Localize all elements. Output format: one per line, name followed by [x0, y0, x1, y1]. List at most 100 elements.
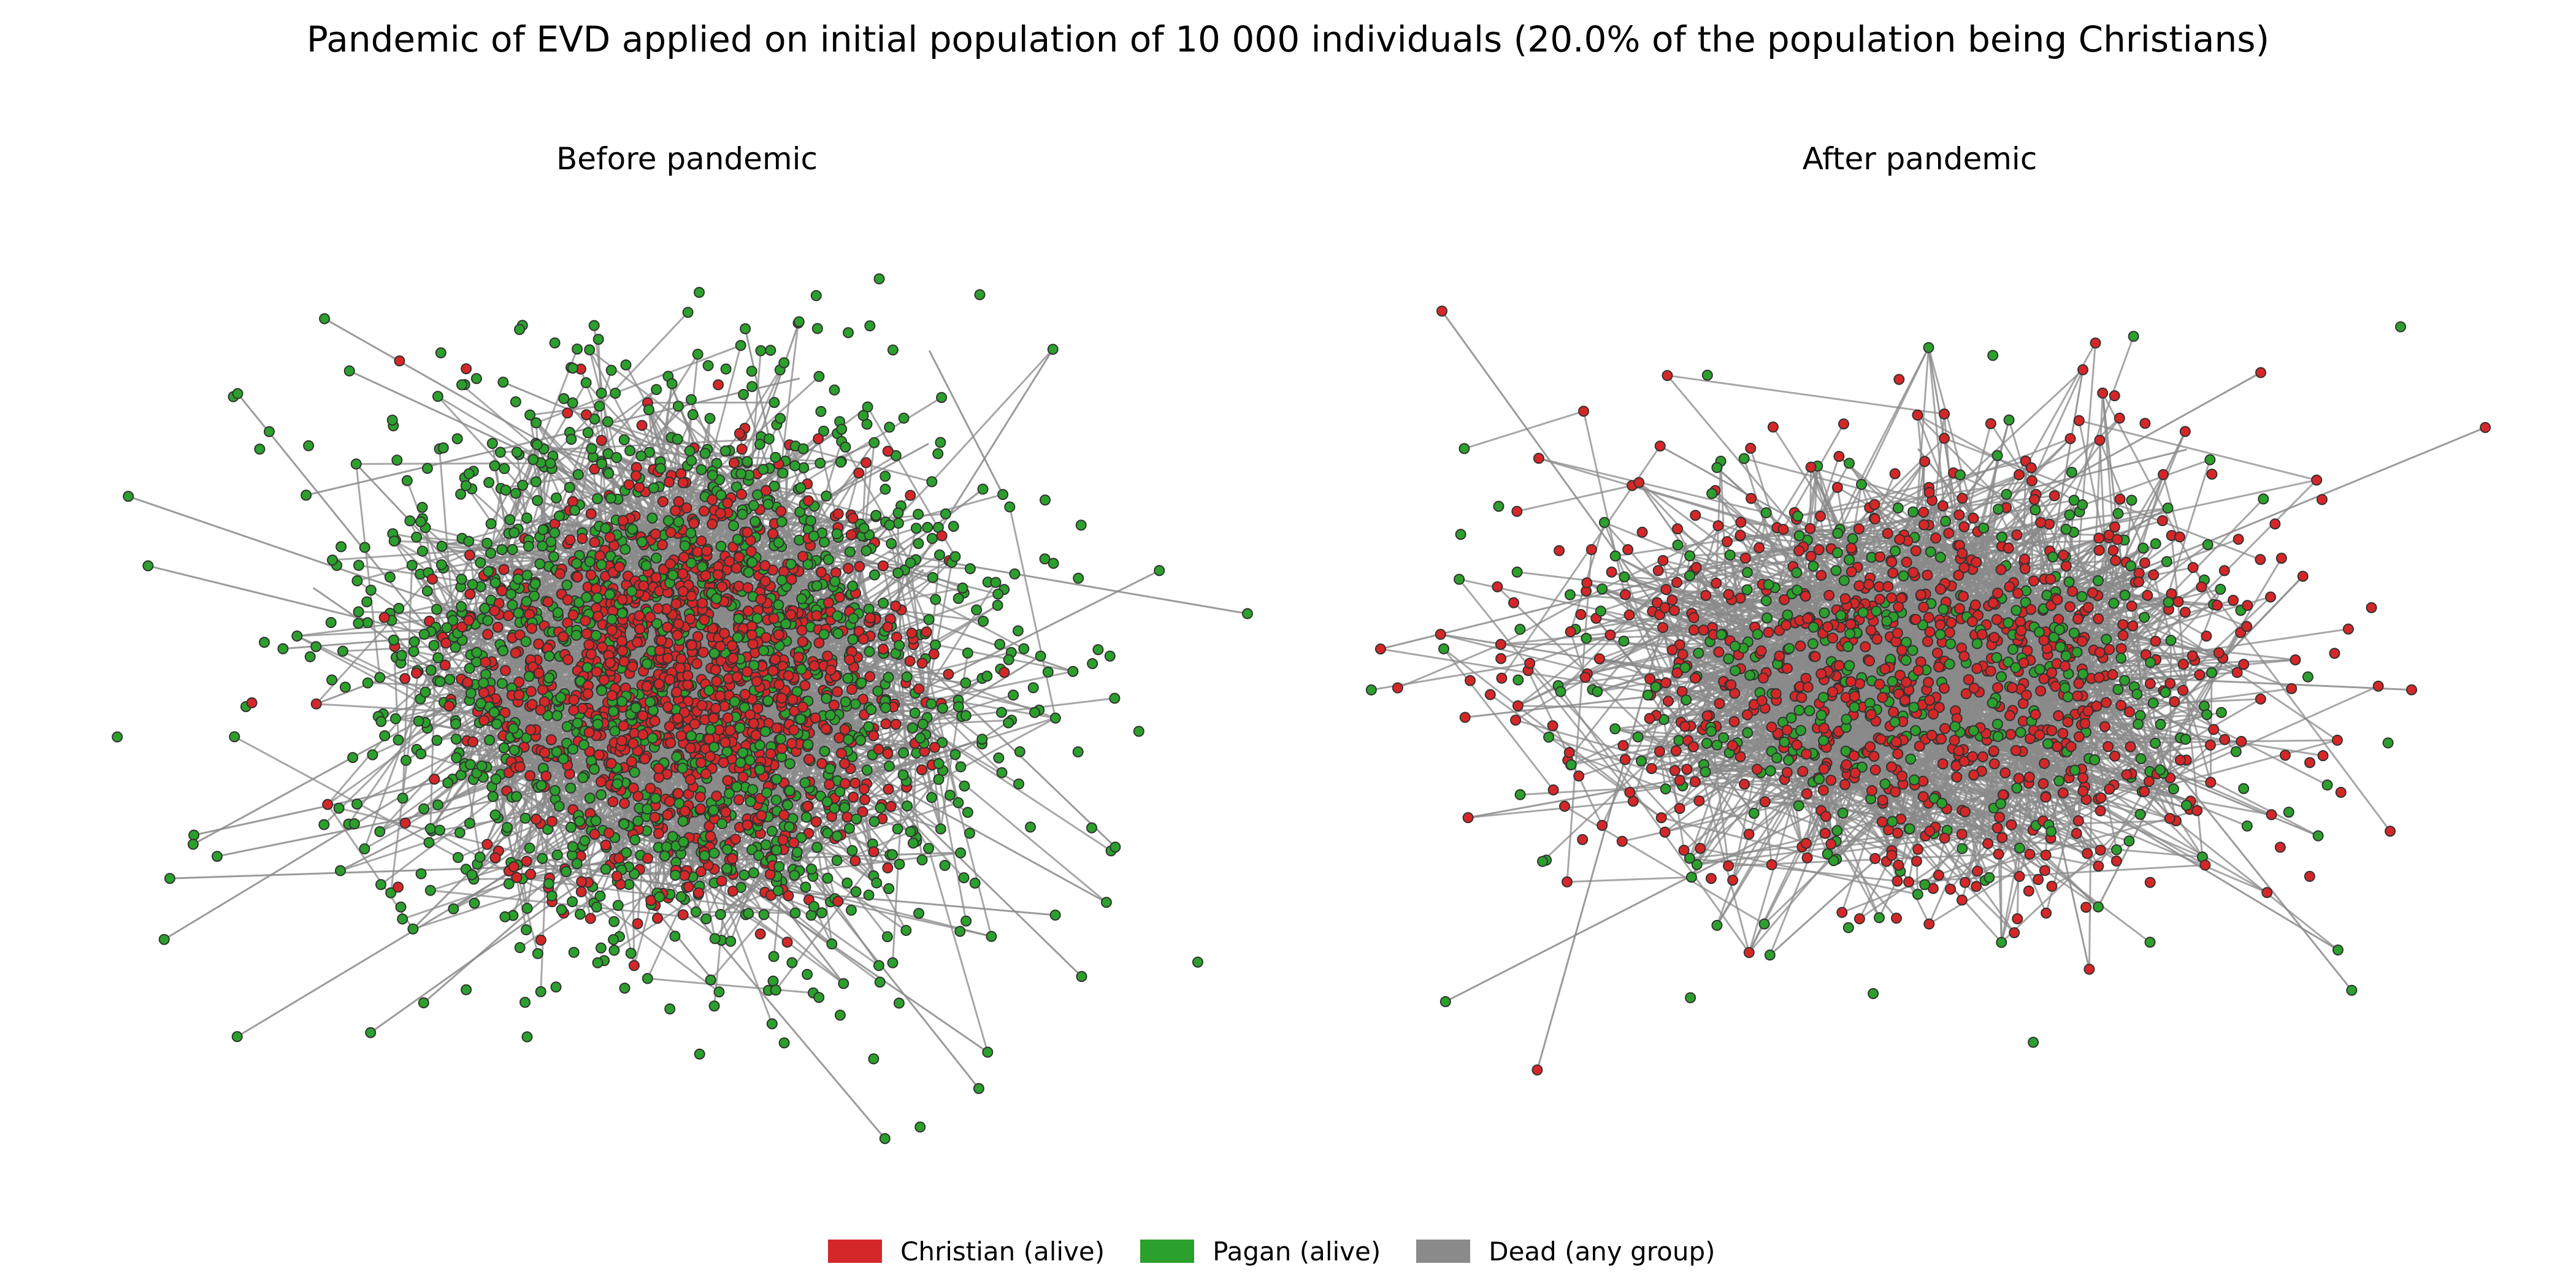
- pagan-node: [815, 458, 826, 469]
- pagan-node: [561, 579, 573, 591]
- pagan-node: [635, 450, 647, 462]
- christian-node: [540, 770, 552, 782]
- pagan-node: [577, 772, 589, 783]
- pagan-node: [508, 723, 519, 734]
- christian-node: [575, 886, 587, 897]
- pagan-node: [886, 538, 897, 550]
- pagan-node: [521, 924, 532, 935]
- christian-node: [618, 720, 629, 732]
- pagan-node: [944, 789, 956, 801]
- pagan-node: [592, 493, 603, 505]
- pagan-node: [578, 739, 589, 751]
- pagan-node: [425, 664, 437, 676]
- pagan-node: [514, 324, 526, 335]
- edge: [1008, 507, 1057, 719]
- pagan-node: [933, 773, 945, 785]
- pagan-node: [746, 381, 758, 393]
- pagan-node: [484, 734, 496, 746]
- christian-node: [510, 647, 521, 659]
- christian-node: [631, 637, 643, 648]
- pagan-node: [1013, 778, 1024, 790]
- pagan-node: [608, 945, 620, 956]
- pagan-node: [531, 417, 542, 429]
- pagan-node: [976, 734, 988, 745]
- christian-node: [929, 742, 940, 753]
- pagan-node: [558, 393, 570, 404]
- christian-node: [577, 533, 588, 544]
- christian-node: [583, 639, 595, 651]
- christian-node: [704, 751, 716, 762]
- pagan-node: [482, 615, 494, 626]
- pagan-node: [679, 540, 691, 551]
- pagan-node: [1003, 654, 1014, 665]
- pagan-node: [581, 662, 593, 673]
- christian-node: [890, 719, 902, 730]
- pagan-node: [264, 426, 275, 437]
- pagan-node: [1004, 501, 1016, 513]
- christian-node: [585, 648, 597, 660]
- pagan-node: [769, 480, 780, 492]
- pagan-node: [435, 347, 447, 359]
- pagan-node: [686, 730, 697, 742]
- christian-node: [839, 778, 851, 789]
- pagan-node: [667, 830, 678, 842]
- edge: [822, 762, 922, 771]
- pagan-node: [411, 531, 423, 543]
- pagan-node: [413, 715, 424, 727]
- edge: [569, 486, 679, 523]
- christian-node: [677, 909, 689, 921]
- christian-node: [767, 665, 779, 677]
- pagan-node: [789, 460, 800, 472]
- christian-node: [593, 749, 605, 761]
- pagan-node: [479, 602, 491, 614]
- pagan-node: [949, 551, 961, 562]
- pagan-node: [1029, 707, 1040, 718]
- pagan-node: [594, 891, 606, 902]
- pagan-node: [1039, 553, 1051, 565]
- pagan-node: [647, 732, 658, 744]
- christian-node: [828, 699, 840, 711]
- panel-subtitle-before: Before pandemic: [556, 141, 818, 177]
- christian-node: [999, 667, 1010, 678]
- pagan-node: [624, 445, 635, 456]
- christian-node: [682, 679, 694, 691]
- christian-node: [394, 355, 405, 367]
- pagan-node: [799, 777, 811, 789]
- christian-node: [526, 623, 537, 634]
- christian-node: [542, 596, 554, 608]
- pagan-node: [496, 544, 508, 556]
- pagan-node: [523, 670, 535, 682]
- pagan-node: [374, 672, 386, 683]
- christian-node: [531, 813, 542, 825]
- christian-node: [634, 481, 645, 493]
- pagan-node: [463, 535, 475, 547]
- pagan-node: [949, 749, 961, 761]
- pagan-node: [1104, 650, 1116, 662]
- pagan-node: [724, 788, 735, 799]
- christian-node: [820, 723, 832, 735]
- pagan-node: [709, 933, 721, 945]
- pagan-node: [777, 467, 789, 479]
- christian-node: [700, 768, 711, 780]
- pagan-node: [784, 785, 795, 797]
- christian-node: [844, 654, 856, 665]
- pagan-node: [953, 797, 964, 808]
- edge: [738, 369, 781, 434]
- christian-node: [745, 545, 757, 557]
- christian-node: [849, 855, 861, 867]
- christian-node: [808, 660, 820, 672]
- christian-node: [700, 570, 711, 581]
- pagan-node: [824, 710, 836, 721]
- edge: [423, 569, 924, 1004]
- pagan-node: [835, 456, 846, 468]
- christian-node: [576, 876, 588, 887]
- christian-node: [882, 862, 894, 873]
- pagan-node: [500, 485, 512, 496]
- pagan-node: [992, 599, 1003, 611]
- pagan-node: [926, 698, 937, 710]
- pagan-node: [384, 572, 396, 583]
- christian-node: [877, 560, 889, 572]
- pagan-node: [1012, 625, 1024, 637]
- pagan-node: [752, 489, 764, 500]
- pagan-node: [962, 807, 973, 818]
